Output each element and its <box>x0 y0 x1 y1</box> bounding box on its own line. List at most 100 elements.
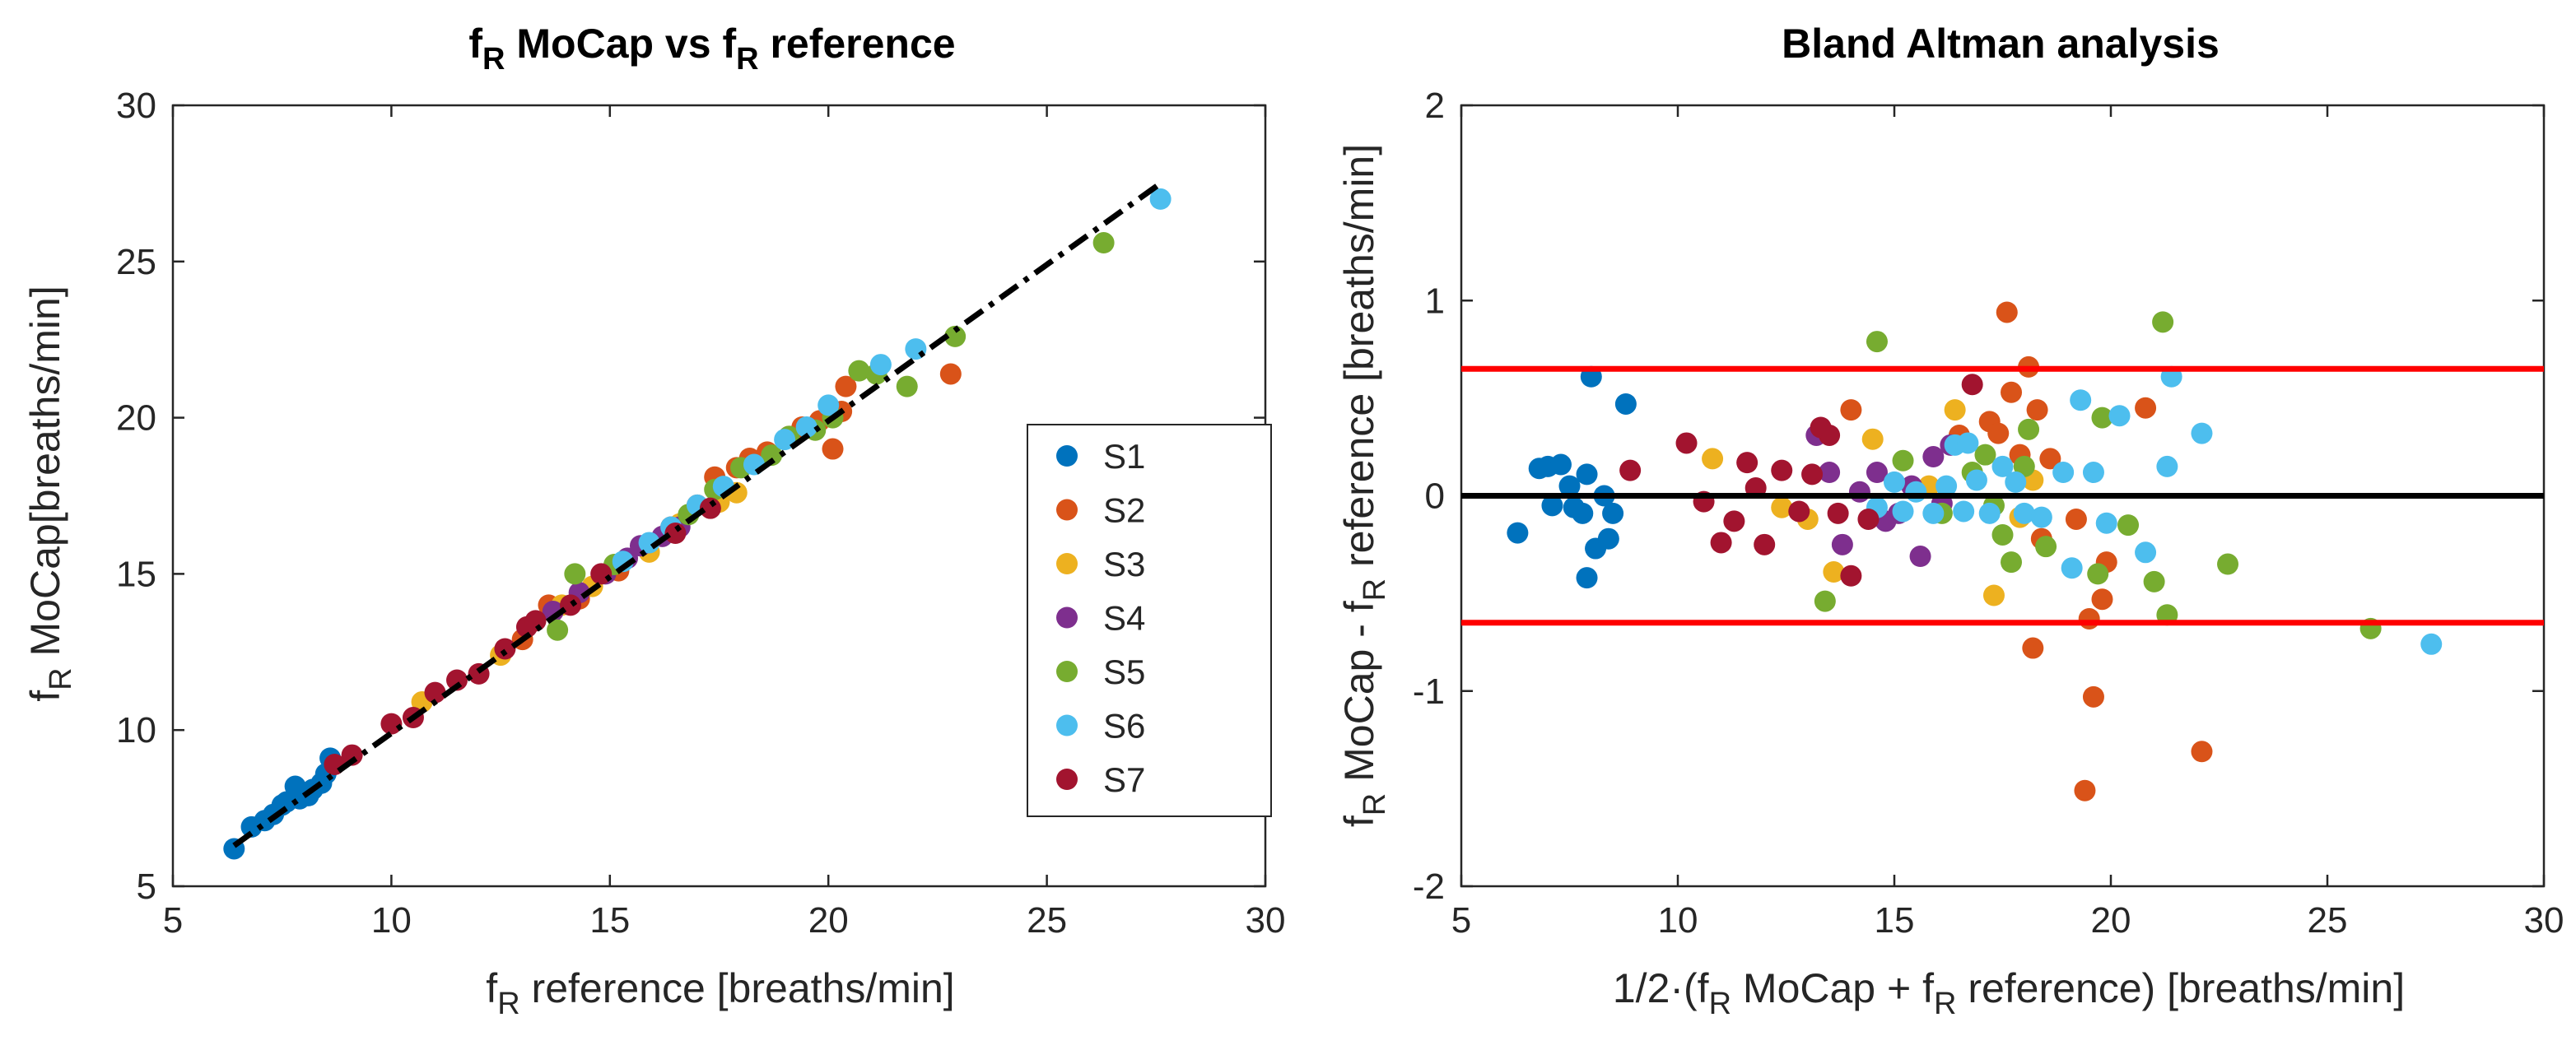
right-point-S6 <box>2070 389 2092 411</box>
right-series-S1 <box>1507 365 1637 589</box>
left-y-tick-label: 25 <box>116 242 156 282</box>
right-point-S2 <box>2135 397 2157 419</box>
right-point-S6 <box>2061 557 2083 579</box>
right-point-S4 <box>1866 462 1888 484</box>
legend-label-S5: S5 <box>1103 653 1145 691</box>
left-x-tick-label: 30 <box>1246 900 1286 941</box>
right-y-tick-label: 1 <box>1425 281 1445 321</box>
right-point-S1 <box>1602 502 1624 524</box>
left-point-S2 <box>939 363 962 385</box>
right-point-S7 <box>1801 463 1824 486</box>
legend-label-S4: S4 <box>1103 599 1145 638</box>
legend-marker-S2 <box>1056 499 1078 521</box>
right-point-S6 <box>2135 541 2157 564</box>
right-x-tick-label: 20 <box>2091 900 2131 941</box>
right-point-S1 <box>1572 502 1594 524</box>
right-point-S2 <box>1987 422 2010 444</box>
right-point-S1 <box>1558 475 1581 497</box>
left-point-S6 <box>818 394 840 416</box>
right-point-S7 <box>1619 459 1642 481</box>
right-point-S2 <box>2065 508 2087 530</box>
left-point-S7 <box>699 497 721 519</box>
right-point-S2 <box>2039 448 2061 470</box>
left-x-tick-label: 5 <box>163 900 183 941</box>
left-x-tick-label: 20 <box>808 900 849 941</box>
left-point-S7 <box>494 638 516 660</box>
right-point-S5 <box>1991 523 2014 546</box>
right-point-S6 <box>1991 455 2014 477</box>
right-series-S6 <box>1866 365 2443 655</box>
right-point-S7 <box>1723 510 1745 532</box>
right-point-S6 <box>1965 469 1987 491</box>
left-y-tick-label: 20 <box>116 398 156 439</box>
left-chart-title: fR MoCap vs fR reference <box>468 21 955 77</box>
right-chart-title: Bland Altman analysis <box>1782 21 2220 67</box>
legend: S1 S2 S3 S4 S5 S6 S7 <box>1027 424 1272 817</box>
right-point-S2 <box>2001 381 2023 403</box>
left-y-tick-label: 15 <box>116 554 156 594</box>
regression-line <box>232 181 1162 848</box>
right-point-S3 <box>1861 428 1884 450</box>
right-chart: Bland Altman analysis 5 10 15 20 25 30 -2 -1 0 1 2… <box>1336 21 2564 1021</box>
legend-marker-S6 <box>1056 714 1078 736</box>
right-x-tick-label: 25 <box>2308 900 2348 941</box>
right-point-S5 <box>2018 418 2040 440</box>
right-point-S5 <box>2013 455 2035 477</box>
left-y-tick-label: 5 <box>137 866 156 907</box>
right-point-S1 <box>1576 567 1598 589</box>
right-point-S6 <box>2052 462 2075 484</box>
left-x-tick-label: 25 <box>1027 900 1067 941</box>
right-point-S2 <box>2091 588 2113 611</box>
right-x-axis-label: 1/2·(fR MoCap + fR reference) [breaths/m… <box>1613 965 2405 1021</box>
right-point-S2 <box>2082 685 2104 708</box>
legend-label-S3: S3 <box>1103 545 1145 583</box>
right-point-S6 <box>1922 502 1945 524</box>
right-series-S5 <box>1814 311 2382 639</box>
right-point-S5 <box>2091 407 2113 429</box>
legend-marker-S4 <box>1056 606 1078 629</box>
right-point-S7 <box>1710 532 1732 554</box>
left-point-S2 <box>822 438 844 460</box>
right-point-S7 <box>1736 452 1758 474</box>
left-y-axis-label: fR MoCap[breaths/min] <box>22 286 78 701</box>
left-point-S5 <box>564 563 586 585</box>
left-point-S6 <box>795 416 818 438</box>
right-point-S6 <box>2156 455 2178 477</box>
left-point-S2 <box>835 375 857 397</box>
right-point-S6 <box>1978 502 2001 524</box>
legend-label-S1: S1 <box>1103 437 1145 476</box>
right-point-S6 <box>2420 633 2443 655</box>
left-plot-area <box>223 181 1172 860</box>
right-point-S7 <box>1857 508 1880 530</box>
right-point-S6 <box>1957 432 1979 454</box>
right-x-tick-label: 30 <box>2524 900 2564 941</box>
right-point-S3 <box>1702 448 1724 470</box>
right-point-S2 <box>2078 607 2100 630</box>
right-point-S5 <box>2143 570 2165 592</box>
right-point-S3 <box>1823 561 1845 583</box>
right-point-S4 <box>1848 481 1870 503</box>
right-point-S6 <box>1953 500 1975 523</box>
right-point-S5 <box>2035 536 2057 558</box>
right-y-tick-label: -2 <box>1413 866 1445 907</box>
right-point-S4 <box>1819 462 1841 484</box>
right-point-S2 <box>1996 301 2018 323</box>
right-point-S6 <box>1884 471 1905 493</box>
right-point-S7 <box>1819 424 1841 446</box>
left-x-tick-label: 10 <box>371 900 412 941</box>
right-point-S5 <box>1814 590 1836 612</box>
left-point-S6 <box>869 354 892 376</box>
legend-label-S6: S6 <box>1103 707 1145 746</box>
right-point-S5 <box>2001 551 2023 574</box>
right-point-S2 <box>1840 399 1862 421</box>
left-y-tick-label: 30 <box>116 86 156 126</box>
right-point-S6 <box>2005 471 2027 493</box>
left-point-S5 <box>896 375 918 397</box>
right-x-tick-label: 5 <box>1451 900 1471 941</box>
right-point-S4 <box>1831 533 1853 555</box>
legend-marker-S3 <box>1056 553 1078 574</box>
right-point-S7 <box>1961 374 1983 396</box>
left-tick-labels: 5 10 15 20 25 30 5 10 15 20 25 30 <box>116 86 1285 941</box>
left-point-S5 <box>944 325 967 347</box>
legend-marker-S7 <box>1056 769 1078 790</box>
